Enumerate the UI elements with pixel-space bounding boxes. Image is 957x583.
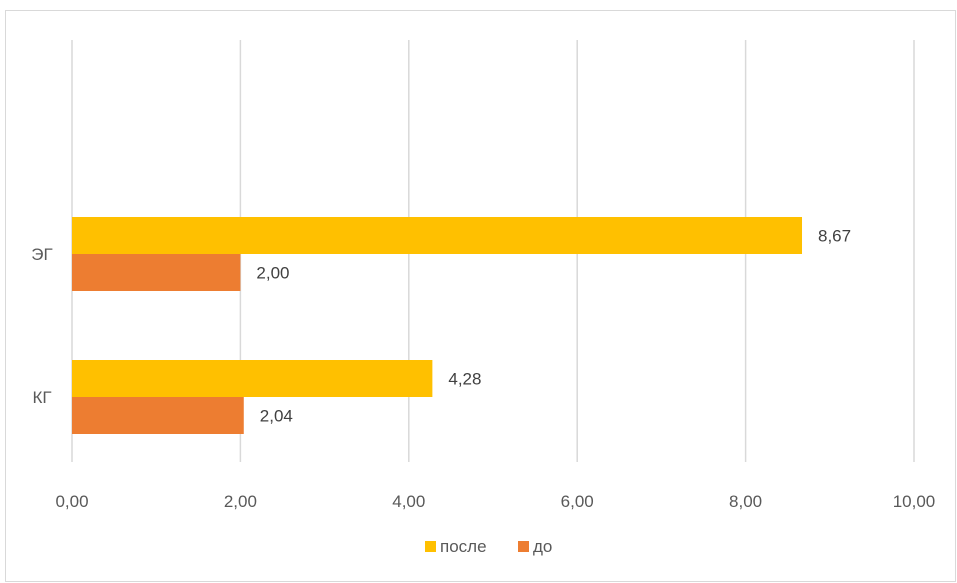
bar-posle (72, 217, 803, 254)
y-category-label: КГ (32, 388, 51, 407)
bar-do (72, 397, 244, 434)
x-tick-label: 10,00 (893, 492, 936, 511)
data-label: 2,00 (256, 264, 289, 283)
legend-label: до (533, 537, 552, 556)
data-label: 4,28 (448, 370, 481, 389)
bar-posle (72, 360, 433, 397)
legend-label: после (440, 537, 487, 556)
data-label: 8,67 (818, 227, 851, 246)
chart-frame (5, 10, 956, 582)
x-tick-label: 0,00 (55, 492, 88, 511)
y-category-label: ЭГ (31, 245, 52, 264)
legend-swatch-posle (425, 541, 436, 552)
data-label: 2,04 (260, 407, 293, 426)
x-tick-label: 6,00 (561, 492, 594, 511)
bar-do (72, 254, 241, 291)
x-tick-label: 2,00 (224, 492, 257, 511)
x-tick-label: 8,00 (729, 492, 762, 511)
x-tick-label: 4,00 (392, 492, 425, 511)
legend-swatch-do (518, 541, 529, 552)
